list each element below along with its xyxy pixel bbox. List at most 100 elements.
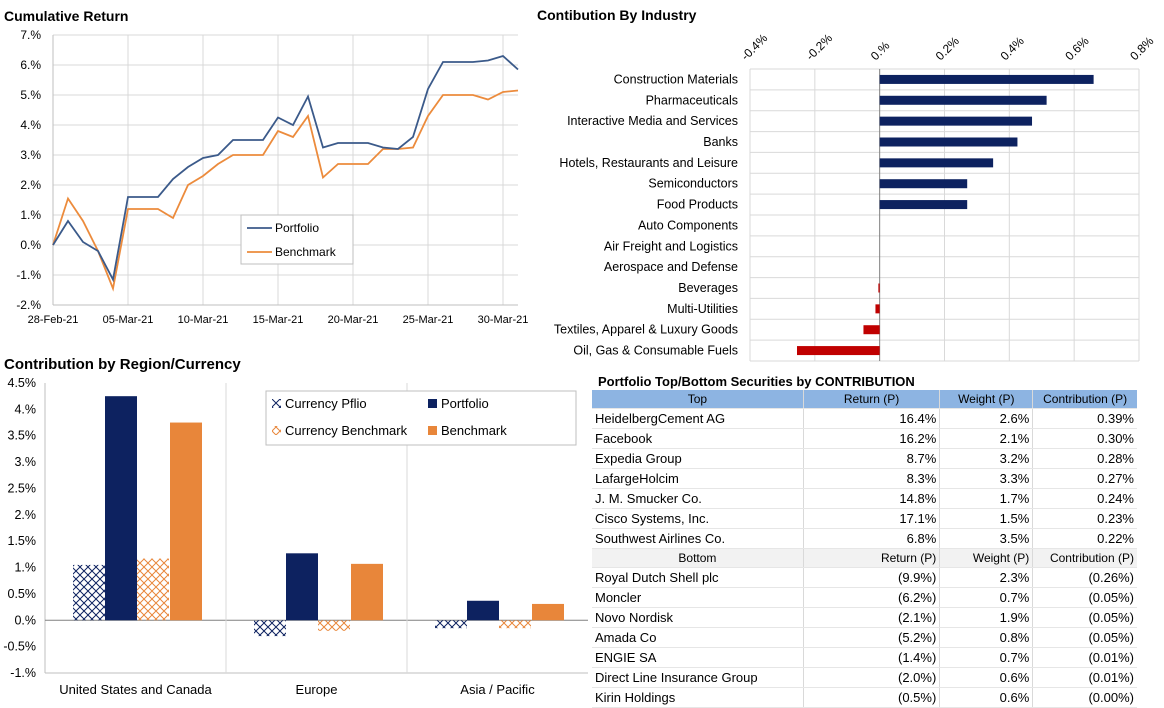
- security-name-cell: Southwest Airlines Co.: [592, 529, 803, 549]
- x-tick-label: -0.2%: [803, 31, 835, 63]
- region-bar: [351, 564, 383, 620]
- industry-contribution-chart: -0.4%-0.2%0.%0.2%0.4%0.6%0.8%Constructio…: [530, 25, 1164, 365]
- legend-label: Benchmark: [441, 423, 507, 438]
- value-cell: 2.6%: [940, 409, 1033, 429]
- y-tick-label: 6.%: [20, 58, 41, 72]
- category-label: Banks: [703, 135, 738, 149]
- table-row: Kirin Holdings(0.5%)0.6%(0.00%): [592, 688, 1137, 708]
- security-name-cell: Amada Co: [592, 628, 803, 648]
- legend-swatch: [428, 426, 437, 435]
- region-bar: [532, 604, 564, 620]
- value-cell: 2.1%: [940, 429, 1033, 449]
- region-bar: [318, 620, 350, 631]
- cumulative-return-chart: 7.%6.%5.%4.%3.%2.%1.%0.%-1.%-2.%28-Feb-2…: [0, 25, 530, 335]
- category-label: Oil, Gas & Consumable Fuels: [573, 344, 738, 358]
- y-tick-label: -0.5%: [3, 640, 36, 654]
- table-row: Moncler(6.2%)0.7%(0.05%): [592, 588, 1137, 608]
- value-cell: 14.8%: [803, 489, 939, 509]
- y-tick-label: 2.%: [20, 178, 41, 192]
- x-tick-label: 05-Mar-21: [103, 314, 154, 326]
- value-cell: (9.9%): [803, 568, 939, 588]
- x-tick-label: 0.%: [868, 38, 893, 63]
- y-tick-label: 2.%: [14, 508, 36, 522]
- value-cell: 3.3%: [940, 469, 1033, 489]
- value-cell: (0.05%): [1033, 608, 1137, 628]
- x-tick-label: 0.6%: [1062, 34, 1091, 63]
- industry-bar: [797, 346, 880, 355]
- x-tick-label: 25-Mar-21: [403, 314, 454, 326]
- legend-label: Currency Pflio: [285, 396, 367, 411]
- value-cell: (1.4%): [803, 648, 939, 668]
- industry-bar: [880, 138, 1018, 147]
- value-cell: 0.30%: [1033, 429, 1137, 449]
- value-cell: (0.05%): [1033, 628, 1137, 648]
- category-label: Hotels, Restaurants and Leisure: [559, 156, 738, 170]
- y-tick-label: -2.%: [16, 298, 41, 312]
- category-label: Auto Components: [638, 218, 738, 232]
- industry-bar: [880, 179, 968, 188]
- y-tick-label: 5.%: [20, 88, 41, 102]
- y-tick-label: 3.5%: [8, 429, 37, 443]
- x-tick-label: 10-Mar-21: [178, 314, 229, 326]
- table-header-cell: Contribution (P): [1033, 549, 1137, 568]
- table-row: Direct Line Insurance Group(2.0%)0.6%(0.…: [592, 668, 1137, 688]
- value-cell: 0.24%: [1033, 489, 1137, 509]
- value-cell: 1.9%: [940, 608, 1033, 628]
- security-name-cell: Cisco Systems, Inc.: [592, 509, 803, 529]
- y-tick-label: 7.%: [20, 28, 41, 42]
- security-name-cell: Facebook: [592, 429, 803, 449]
- security-name-cell: Direct Line Insurance Group: [592, 668, 803, 688]
- table-row: Cisco Systems, Inc.17.1%1.5%0.23%: [592, 509, 1137, 529]
- industry-bar: [880, 200, 968, 209]
- industry-bar: [878, 284, 879, 293]
- table-header-cell: Bottom: [592, 549, 803, 568]
- value-cell: 3.2%: [940, 449, 1033, 469]
- region-bar: [105, 396, 137, 620]
- industry-chart-title: Contibution By Industry: [537, 7, 696, 23]
- y-tick-label: 4.5%: [8, 376, 37, 390]
- x-tick-label: 0.8%: [1127, 34, 1156, 63]
- category-label: Aerospace and Defense: [604, 260, 738, 274]
- value-cell: 16.4%: [803, 409, 939, 429]
- x-tick-label: 0.4%: [998, 34, 1027, 63]
- value-cell: 1.5%: [940, 509, 1033, 529]
- industry-bar: [880, 75, 1094, 84]
- table-row: Novo Nordisk(2.1%)1.9%(0.05%): [592, 608, 1137, 628]
- value-cell: 2.3%: [940, 568, 1033, 588]
- legend-label: Portfolio: [441, 396, 489, 411]
- value-cell: 0.39%: [1033, 409, 1137, 429]
- value-cell: 0.7%: [940, 648, 1033, 668]
- x-tick-label: -0.4%: [738, 31, 770, 63]
- value-cell: 0.6%: [940, 688, 1033, 708]
- value-cell: (0.01%): [1033, 668, 1137, 688]
- y-tick-label: 0.%: [20, 238, 41, 252]
- security-name-cell: J. M. Smucker Co.: [592, 489, 803, 509]
- y-tick-label: 3.%: [20, 148, 41, 162]
- security-name-cell: ENGIE SA: [592, 648, 803, 668]
- security-name-cell: Expedia Group: [592, 449, 803, 469]
- value-cell: 0.27%: [1033, 469, 1137, 489]
- value-cell: 0.7%: [940, 588, 1033, 608]
- value-cell: 0.23%: [1033, 509, 1137, 529]
- region-bar: [435, 620, 467, 628]
- table-header-cell: Weight (P): [940, 390, 1033, 409]
- value-cell: (2.1%): [803, 608, 939, 628]
- value-cell: (0.26%): [1033, 568, 1137, 588]
- securities-table-title: Portfolio Top/Bottom Securities by CONTR…: [598, 374, 915, 389]
- table-row: Amada Co(5.2%)0.8%(0.05%): [592, 628, 1137, 648]
- table-row: Southwest Airlines Co.6.8%3.5%0.22%: [592, 529, 1137, 549]
- region-bar: [73, 565, 105, 620]
- table-header-cell: Contribution (P): [1033, 390, 1137, 409]
- region-bar: [137, 559, 169, 621]
- y-tick-label: 1.%: [14, 561, 36, 575]
- y-tick-label: -1.%: [16, 268, 41, 282]
- x-tick-label: 30-Mar-21: [478, 314, 529, 326]
- region-currency-chart: 4.5%4.%3.5%3.%2.5%2.%1.5%1.%0.5%0.%-0.5%…: [0, 375, 590, 700]
- y-tick-label: 4.%: [20, 118, 41, 132]
